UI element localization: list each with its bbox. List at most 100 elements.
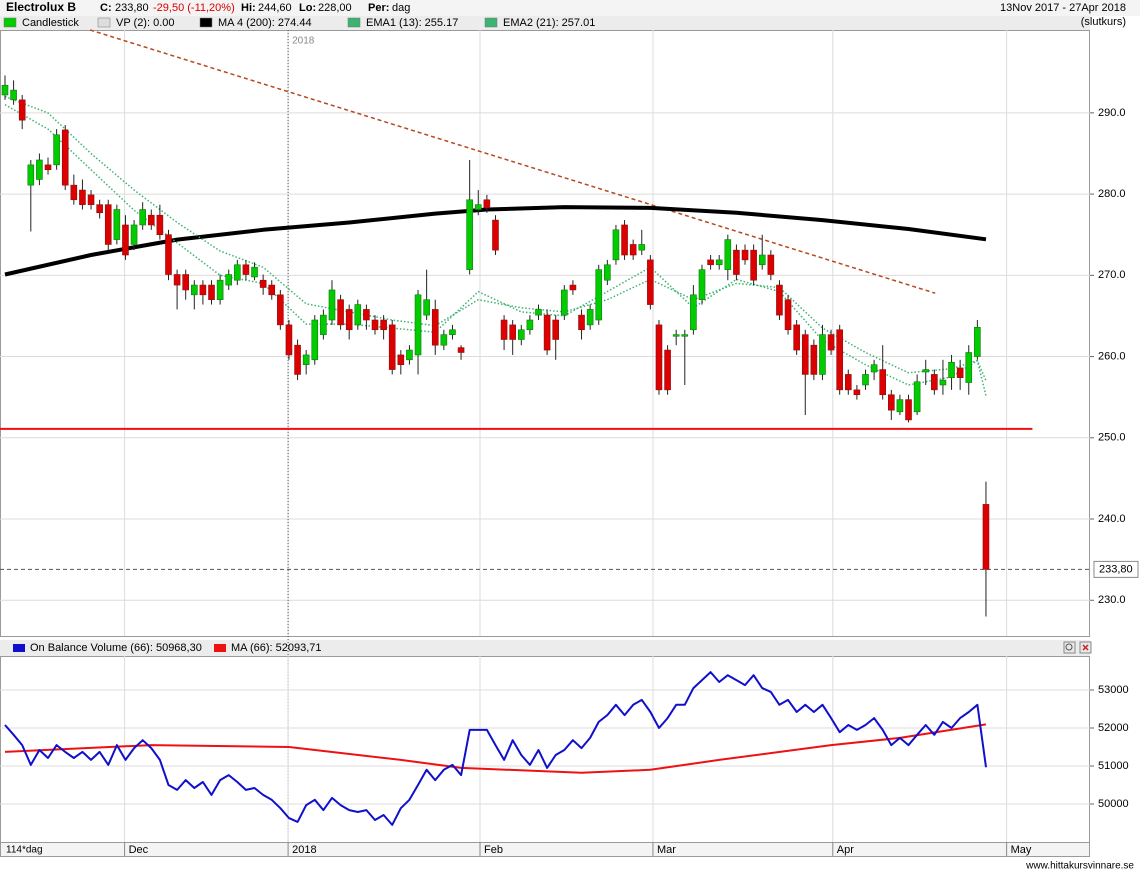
candle-body <box>113 209 121 240</box>
last-price-label: 233,80 <box>1099 563 1133 575</box>
high-label: Hi: <box>241 2 256 14</box>
candle-body <box>956 367 964 378</box>
legend-bar <box>0 16 1090 30</box>
price-type: (slutkurs) <box>1081 16 1126 28</box>
x-tick-label: Mar <box>657 844 676 856</box>
candle-body <box>440 334 448 346</box>
legend-swatch <box>347 17 361 28</box>
legend-label: Candlestick <box>22 17 79 29</box>
candle-body <box>922 369 930 373</box>
legend-label: EMA1 (13): 255.17 <box>366 17 458 29</box>
low-value: 228,00 <box>318 2 352 14</box>
candle-body <box>569 284 577 291</box>
candle-body <box>870 364 878 373</box>
legend-swatch <box>214 644 226 652</box>
candle-body <box>483 199 491 209</box>
candle-body <box>965 352 973 383</box>
candle-body <box>311 319 319 361</box>
close-value: 233,80 <box>115 2 149 14</box>
candle-body <box>948 361 955 378</box>
candle-body <box>466 199 473 270</box>
candle-body <box>1 84 9 96</box>
y-tick-label: 250.0 <box>1098 432 1126 444</box>
candle-body <box>888 394 895 411</box>
x-tick-label: Apr <box>837 844 854 856</box>
y-tick-label: 280.0 <box>1098 188 1126 200</box>
candle-body <box>10 89 17 101</box>
legend-swatch <box>199 17 213 28</box>
candle-body <box>672 334 680 337</box>
candle-body <box>853 389 861 396</box>
obv-legend-bar <box>0 640 1090 656</box>
candle-body <box>707 259 714 266</box>
candle-body <box>147 214 155 226</box>
candle-body <box>44 164 52 171</box>
candle-body <box>543 314 551 351</box>
legend-swatch <box>484 17 498 28</box>
candle-body <box>664 349 671 391</box>
candle-body <box>982 504 990 570</box>
y-tick-label: 290.0 <box>1098 107 1126 119</box>
candle-body <box>500 319 508 340</box>
candle-body <box>130 224 138 245</box>
high-value: 244,60 <box>258 2 292 14</box>
legend-label: MA (66): 52093,71 <box>231 642 322 654</box>
candle-body <box>302 354 310 365</box>
candle-body <box>294 344 301 375</box>
legend-label: On Balance Volume (66): 50968,30 <box>30 642 202 654</box>
candle-body <box>277 294 284 326</box>
candle-body <box>337 299 344 326</box>
candle-body <box>242 264 250 275</box>
candle-body <box>87 194 95 205</box>
y-tick-label: 260.0 <box>1098 350 1126 362</box>
legend-swatch <box>3 17 17 28</box>
candle-body <box>844 374 852 391</box>
date-range: 13Nov 2017 - 27Apr 2018 <box>1000 2 1126 14</box>
candle-body <box>139 209 146 226</box>
candle-body <box>776 284 783 316</box>
candle-body <box>208 284 215 300</box>
candle-body <box>474 204 482 210</box>
candle-body <box>629 244 637 256</box>
candle-body <box>388 324 396 370</box>
candle-body <box>784 299 792 331</box>
candle-body <box>199 284 207 296</box>
crosshair-label: 2018 <box>292 36 315 47</box>
candle-body <box>836 329 843 391</box>
candle-body <box>165 234 172 275</box>
y-tick-label: 240.0 <box>1098 513 1126 525</box>
candle-body <box>724 239 732 270</box>
candle-body <box>27 164 35 186</box>
close-icon <box>1082 644 1089 651</box>
candle-body <box>122 224 129 256</box>
series-line <box>4 671 987 826</box>
indicator-line <box>4 104 987 396</box>
candle-body <box>621 224 628 256</box>
candle-body <box>414 294 422 356</box>
zoom-button[interactable] <box>1063 641 1076 654</box>
y-tick-label: 52000 <box>1098 722 1129 734</box>
obv-panel <box>0 656 1090 843</box>
x-axis-bar <box>0 842 1090 857</box>
y-tick-label: 53000 <box>1098 684 1129 696</box>
candle-body <box>517 329 525 340</box>
candle-body <box>251 266 258 278</box>
candle-body <box>380 319 387 331</box>
candle-body <box>767 254 775 275</box>
legend-label: EMA2 (21): 257.01 <box>503 17 595 29</box>
candle-body <box>182 274 189 291</box>
y-tick-label: 270.0 <box>1098 269 1126 281</box>
candle-body <box>526 319 534 331</box>
candle-body <box>862 374 869 386</box>
candle-body <box>793 324 800 351</box>
bar-count: 114*dag <box>6 845 43 856</box>
candle-body <box>939 379 947 386</box>
source: www.hittakursvinnare.se <box>1025 861 1134 872</box>
candle-body <box>363 309 370 321</box>
candle-body <box>320 314 327 335</box>
candle-body <box>406 349 413 361</box>
candle-body <box>578 314 585 331</box>
candle-body <box>36 159 43 180</box>
zoom-icon <box>1065 643 1073 651</box>
candle-body <box>104 204 112 245</box>
